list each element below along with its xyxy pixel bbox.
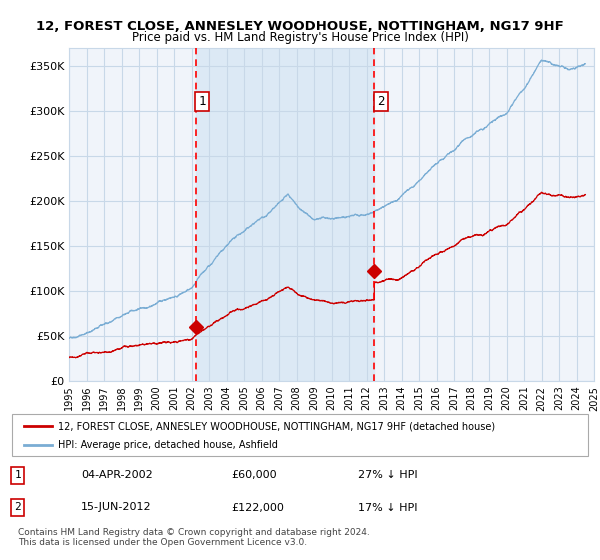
Text: Price paid vs. HM Land Registry's House Price Index (HPI): Price paid vs. HM Land Registry's House …: [131, 31, 469, 44]
Text: 1: 1: [199, 95, 206, 108]
Text: HPI: Average price, detached house, Ashfield: HPI: Average price, detached house, Ashf…: [58, 440, 278, 450]
FancyBboxPatch shape: [12, 414, 588, 456]
Text: 12, FOREST CLOSE, ANNESLEY WOODHOUSE, NOTTINGHAM, NG17 9HF (detached house): 12, FOREST CLOSE, ANNESLEY WOODHOUSE, NO…: [58, 421, 495, 431]
Text: 04-APR-2002: 04-APR-2002: [81, 470, 153, 480]
Text: Contains HM Land Registry data © Crown copyright and database right 2024.
This d: Contains HM Land Registry data © Crown c…: [18, 528, 370, 547]
Bar: [196, 48, 374, 381]
Text: 17% ↓ HPI: 17% ↓ HPI: [358, 502, 417, 512]
Text: 2: 2: [14, 502, 21, 512]
Text: 15-JUN-2012: 15-JUN-2012: [81, 502, 152, 512]
Text: 1: 1: [14, 470, 21, 480]
Text: 12, FOREST CLOSE, ANNESLEY WOODHOUSE, NOTTINGHAM, NG17 9HF: 12, FOREST CLOSE, ANNESLEY WOODHOUSE, NO…: [36, 20, 564, 32]
Text: £122,000: £122,000: [231, 502, 284, 512]
Text: 2: 2: [377, 95, 385, 108]
Text: £60,000: £60,000: [231, 470, 277, 480]
Text: 27% ↓ HPI: 27% ↓ HPI: [358, 470, 417, 480]
